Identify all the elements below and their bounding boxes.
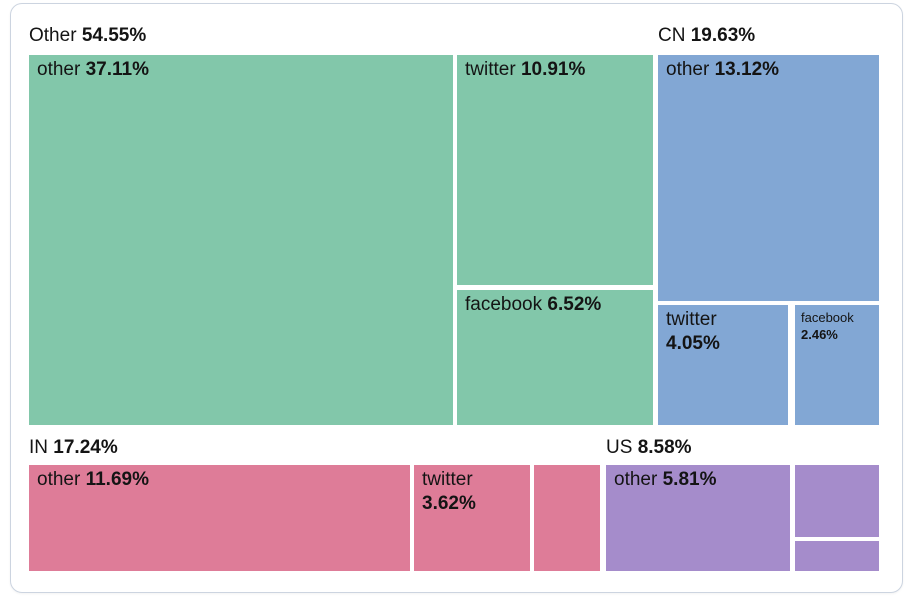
treemap-cell-cn-twitter[interactable]: twitter 4.05% [658, 305, 788, 425]
cell-name: other [37, 469, 86, 490]
cell-name: facebook [801, 310, 854, 325]
treemap-group-label-other: Other 54.55% [29, 24, 146, 47]
cell-label: other 5.81% [606, 465, 790, 495]
group-percentage: 8.58% [637, 437, 692, 458]
treemap-cell-cn-facebook[interactable]: facebook 2.46% [795, 305, 879, 425]
cell-label: twitter 3.62% [414, 465, 530, 519]
cell-label: other 37.11% [29, 55, 453, 85]
treemap-cell-other-twitter[interactable]: twitter 10.91% [457, 55, 653, 285]
cell-percentage: 2.46% [801, 327, 838, 342]
treemap-cell-us-other[interactable]: other 5.81% [606, 465, 790, 571]
cell-label: twitter 10.91% [457, 55, 653, 85]
cell-name: twitter [666, 309, 717, 330]
treemap-cell-in-twitter[interactable]: twitter 3.62% [414, 465, 530, 571]
cell-name: other [37, 59, 86, 80]
treemap-group-label-cn: CN 19.63% [658, 24, 755, 47]
treemap-cell-cn-other[interactable]: other 13.12% [658, 55, 879, 301]
treemap-cell-us-unlabeled-1[interactable] [795, 465, 879, 537]
cell-label: twitter 4.05% [658, 305, 788, 359]
cell-percentage: 10.91% [520, 59, 586, 80]
treemap-group-label-in: IN 17.24% [29, 436, 118, 459]
group-percentage: 54.55% [81, 25, 147, 46]
cell-percentage: 13.12% [714, 59, 780, 80]
cell-percentage: 5.81% [662, 469, 717, 490]
cell-label: other 13.12% [658, 55, 879, 85]
cell-name: twitter [465, 59, 521, 80]
cell-label: facebook 2.46% [795, 305, 879, 347]
group-percentage: 17.24% [53, 437, 118, 458]
treemap-cell-other-facebook[interactable]: facebook 6.52% [457, 290, 653, 425]
cell-percentage: 4.05% [666, 333, 720, 354]
treemap-cell-in-other[interactable]: other 11.69% [29, 465, 410, 571]
treemap-cell-us-unlabeled-2[interactable] [795, 541, 879, 571]
group-name: Other [29, 25, 82, 46]
cell-name: other [666, 59, 715, 80]
cell-name: facebook [465, 294, 548, 315]
group-name: CN [658, 25, 691, 46]
cell-percentage: 37.11% [85, 59, 149, 80]
cell-percentage: 11.69% [85, 469, 149, 490]
group-name: US [606, 437, 638, 458]
cell-label: other 11.69% [29, 465, 410, 495]
cell-name: other [614, 469, 663, 490]
treemap-cell-in-unlabeled-2[interactable] [534, 465, 600, 571]
group-name: IN [29, 437, 54, 458]
cell-label: facebook 6.52% [457, 290, 653, 320]
cell-percentage: 3.62% [422, 493, 476, 514]
cell-percentage: 6.52% [547, 294, 602, 315]
treemap-group-label-us: US 8.58% [606, 436, 692, 459]
treemap-cell-other-other[interactable]: other 37.11% [29, 55, 453, 425]
group-percentage: 19.63% [690, 25, 756, 46]
cell-name: twitter [422, 469, 473, 490]
